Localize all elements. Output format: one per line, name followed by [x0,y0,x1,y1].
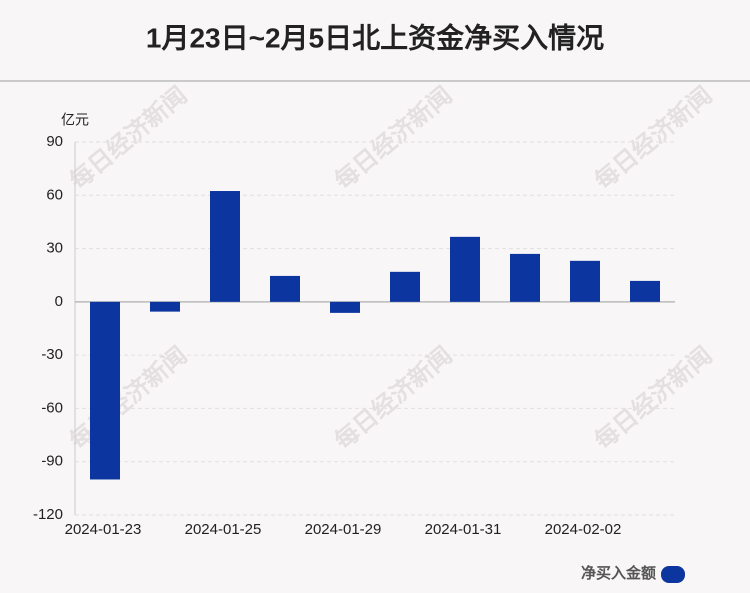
legend-swatch [661,566,685,583]
bar [570,260,600,302]
y-tick-label: -60 [41,399,63,416]
y-tick-label: -30 [41,346,63,363]
x-tick-label: 2024-01-23 [65,521,142,538]
y-tick-label: 60 [46,186,63,203]
bar [150,301,180,312]
bar [630,280,660,302]
y-tick-label: 30 [46,240,63,257]
y-unit: 亿元 [61,112,89,128]
y-tick-label: -120 [33,506,63,523]
chart-title: 1月23日~2月5日北上资金净买入情况 [146,21,604,53]
x-tick-label: 2024-02-02 [545,521,622,538]
y-tick-label: 0 [55,293,63,310]
bar [210,191,240,302]
y-tick-label: 90 [46,133,63,150]
legend-label: 净买入金额 [581,564,656,582]
x-tick-label: 2024-01-31 [425,521,502,538]
bar [270,275,300,302]
x-tick-label: 2024-01-29 [305,521,382,538]
x-tick-label: 2024-01-25 [185,521,262,538]
bar [330,301,360,313]
bar [90,301,120,480]
y-tick-label: -90 [41,453,63,470]
bar [390,271,420,302]
bar [450,236,480,302]
bar [510,253,540,302]
